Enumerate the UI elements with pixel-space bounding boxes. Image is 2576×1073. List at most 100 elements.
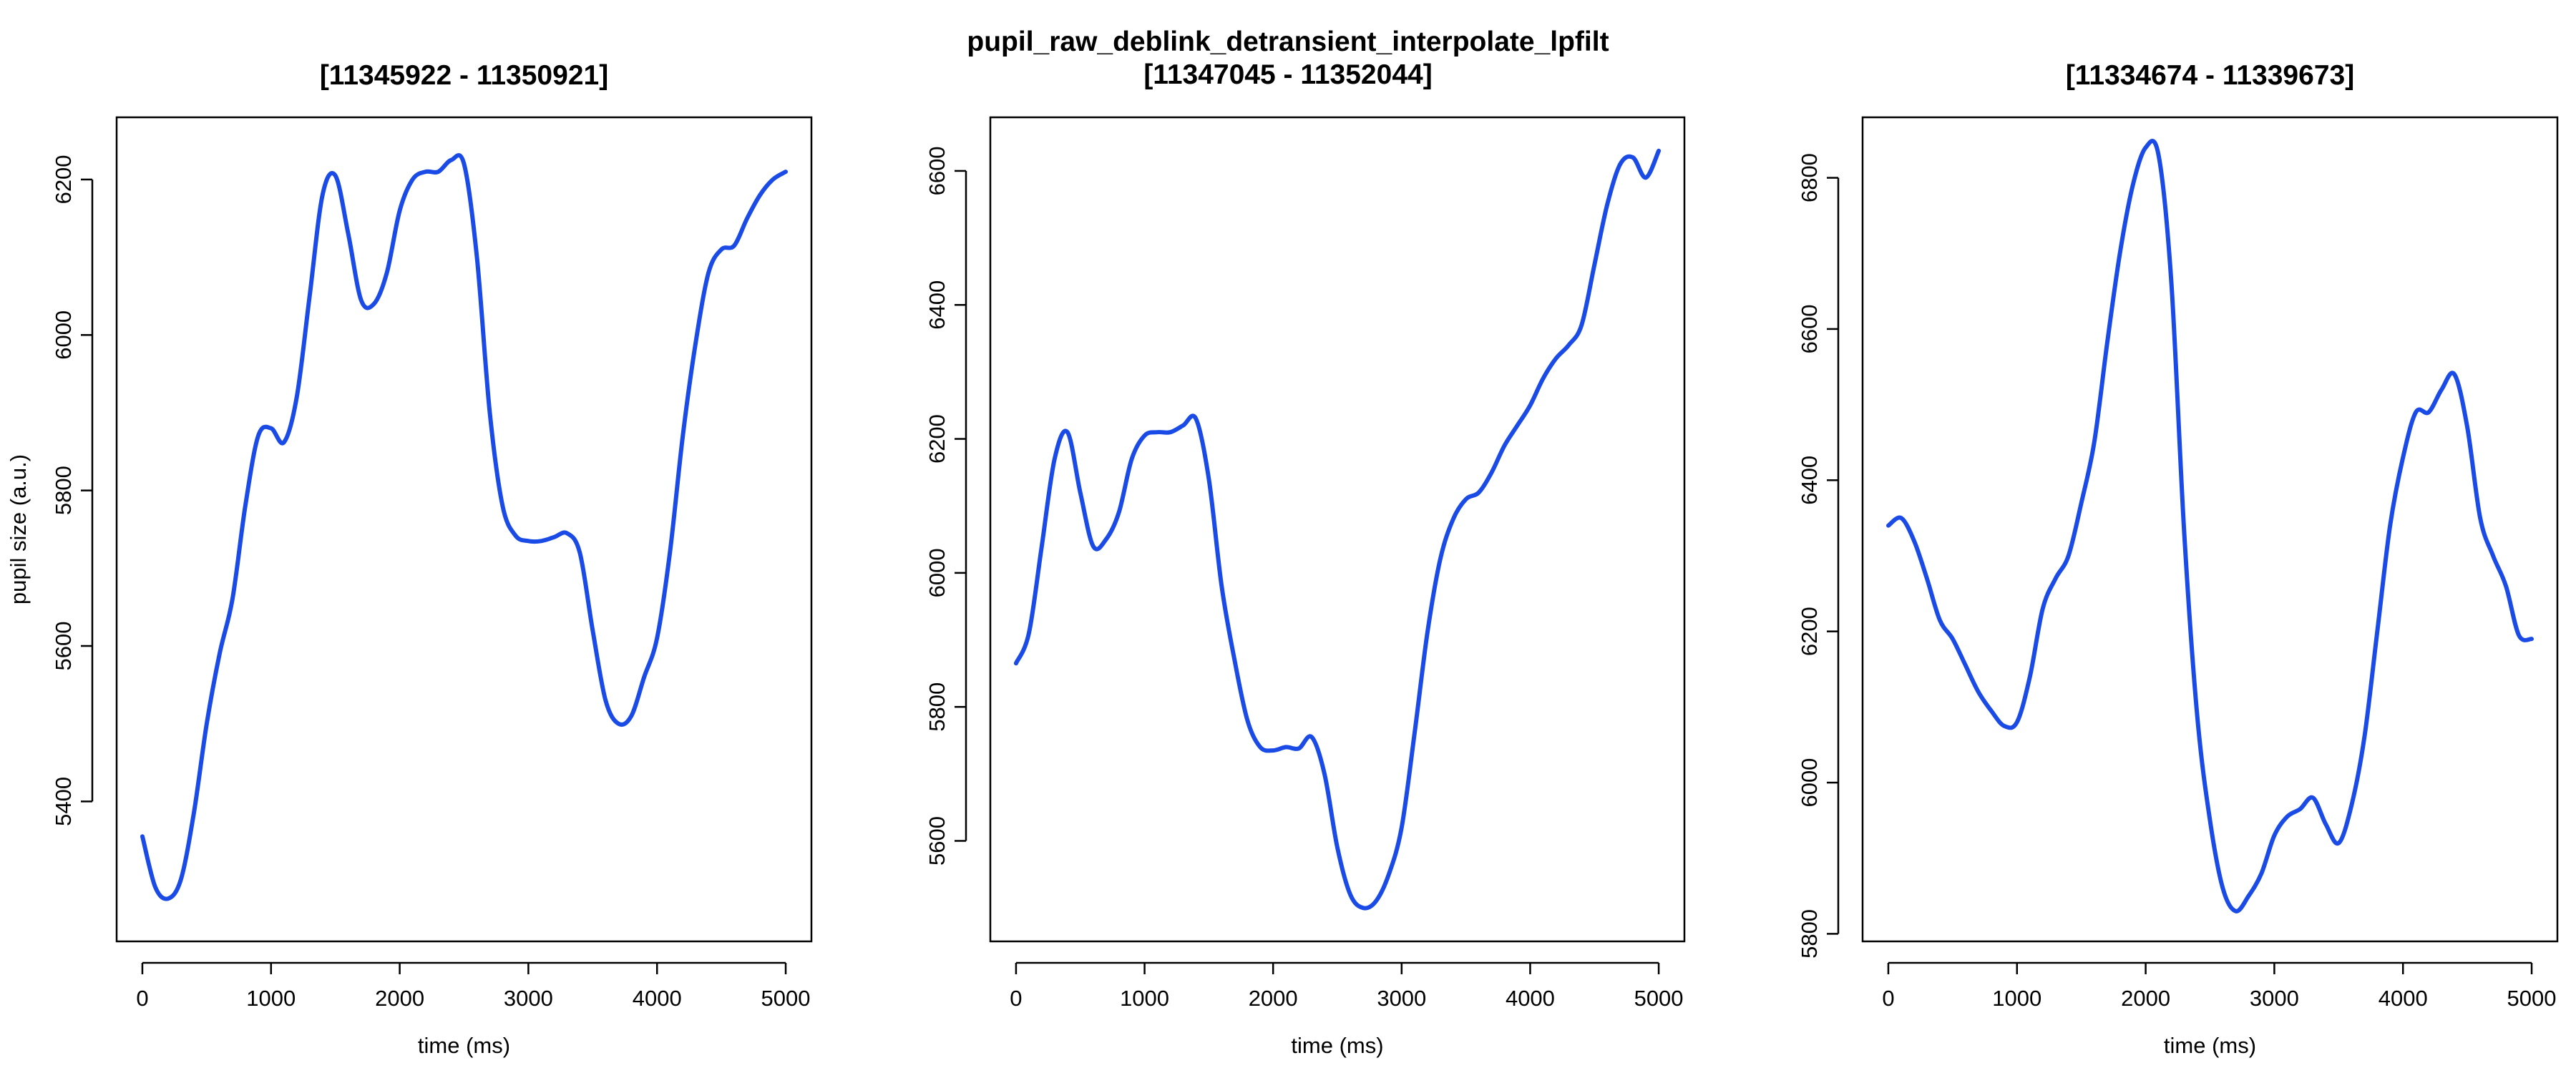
panel-2-data-point [1014,662,1018,665]
panel-1-x-tick-label: 4000 [633,986,682,1011]
panel-1-x-tick-label: 2000 [375,986,424,1011]
panel-1-data-point [694,341,698,345]
panel-3-x-tick-label: 3000 [2250,986,2299,1011]
panel-2-data-point [1361,906,1365,910]
panel-2-data-point [1644,176,1648,180]
panel-1-data-point [462,162,466,166]
panel-1-data-point [643,675,646,679]
panel-1-y-tick-label: 5600 [51,622,76,671]
panel-3-data-point [2414,411,2418,414]
panel-2-data-point [1425,632,1429,635]
panel-2-data-point [1040,544,1044,548]
panel-2-y-tick-label: 5800 [924,682,950,732]
panel-2-data-point [1348,893,1352,896]
panel-3-data-point [1886,524,1890,527]
panel-1-data-point [604,698,608,702]
panel-1-data-point [321,193,324,197]
panel-3-data-point [2208,818,2212,823]
panel-2-data-point [1631,156,1635,160]
panel-2-data-point [1027,632,1031,635]
panel-2-data-point [1516,423,1519,427]
panel-1-data-point [385,271,389,275]
panel-2-data-point [1272,748,1275,753]
panel-2-title: [11347045 - 11352044] [1143,59,1433,90]
panel-1-data-point [372,302,376,305]
panel-3-data-point [2337,841,2341,845]
panel-3-data-point [2028,675,2031,679]
panel-1-data-point [346,232,350,236]
panel-1-data-point [333,174,337,177]
panel-1-data-point [591,629,595,632]
panel-1-data-point [398,209,401,212]
panel-3-data-point [2311,796,2315,800]
panel-3-data-point [2157,153,2160,157]
panel-2-data-point [1194,417,1198,421]
panel-2-data-point [1233,658,1236,662]
panel-2-data-point [1207,477,1211,481]
panel-2-data-point [1464,497,1468,501]
panel-3-data-point [2324,823,2328,826]
panel-2-data-point [1438,557,1442,562]
panel-1-data-point [153,885,157,889]
panel-2-x-tick-label: 3000 [1377,986,1426,1011]
panel-1-data-point [527,539,530,543]
panel-3-data-point [2273,833,2276,838]
panel-2-data-point [1554,357,1558,361]
panel-3-data-point [2452,373,2457,376]
figure-suptitle: pupil_raw_deblink_detransient_interpolat… [967,26,1609,57]
panel-2-data-point [1593,263,1596,267]
panel-1-data-point [359,298,363,302]
panel-3-data-point [2131,183,2135,187]
panel-1-data-point [719,248,723,251]
panel-2-y-tick-label: 6400 [924,280,950,330]
panel-1-data-point [578,551,582,554]
panel-3-data-point [2285,815,2289,818]
panel-3-data-point [2054,577,2057,580]
panel-1-data-point [269,426,273,430]
panel-3-data-point [2118,252,2122,255]
panel-3-x-tick-label: 5000 [2507,986,2557,1011]
panel-3-y-tick-label: 5800 [1797,909,1822,959]
panel-3-data-point [2401,456,2405,459]
panel-3-data-point [1976,690,1980,694]
panel-3-data-point [2363,735,2366,739]
panel-2-data-point [1335,846,1340,850]
panel-2-data-point [1606,202,1609,206]
panel-2-x-tick-label: 2000 [1249,986,1298,1011]
panel-3-data-point [2389,524,2392,527]
panel-1-data-point [449,158,453,162]
panel-3-data-point [2504,584,2508,588]
panel-3-y-tick-label: 6800 [1797,153,1822,202]
panel-2-x-tick-label: 1000 [1120,986,1169,1011]
panel-2-data-point [1477,491,1480,494]
panel-2-data-point [1181,423,1185,427]
panel-1-data-point [488,411,492,415]
panel-2-data-point [1567,343,1571,347]
panel-3-y-tick-label: 6400 [1797,456,1822,505]
panel-3-frame [1861,116,2559,943]
panel-3-x-axis-label: time (ms) [2164,1033,2256,1058]
panel-1-frame [115,116,813,943]
panel-2-data-point [1374,899,1378,903]
panel-1-data-point [166,897,170,901]
panel-1-data-point [282,441,286,444]
panel-2-data-point [1091,544,1095,548]
panel-2-data-point [1065,431,1070,434]
panel-3-y-tick-label: 6200 [1797,607,1822,656]
panel-2-data-point [1580,323,1584,327]
panel-1-data-point [140,835,145,838]
panel-2-data-point [1130,457,1133,461]
panel-1-data-point [411,177,414,182]
panel-2-data-point [1156,431,1159,434]
panel-1-y-tick-label: 6200 [51,155,76,204]
panel-3-x-tick-label: 0 [1882,986,1894,1011]
panel-3-data-point [2002,724,2006,727]
panel-3-data-point [2478,516,2482,520]
panel-1-data-point [706,271,711,275]
panel-2-data-point [1619,162,1622,166]
panel-2-data-point [1220,584,1224,588]
panel-3-data-point [2170,282,2173,285]
panel-1-data-point [630,714,633,717]
